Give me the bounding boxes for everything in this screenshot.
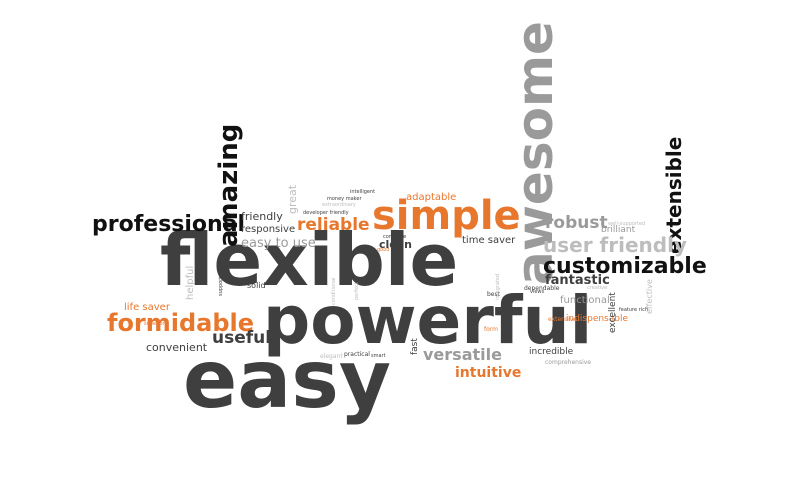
- word-easy: easy: [183, 333, 392, 426]
- word-easy-to-use: easy to use: [241, 236, 316, 251]
- word-elegant: elegant: [320, 353, 343, 360]
- word-intuitive: intuitive: [455, 365, 522, 381]
- word-friendly: friendly: [241, 210, 283, 223]
- word-perfect: perfect: [354, 282, 360, 300]
- word-helpful: helpful: [185, 265, 196, 300]
- word-robust: robust: [545, 213, 608, 233]
- word-incredible: incredible: [529, 347, 574, 357]
- word-fantastic: fantastic: [545, 273, 610, 288]
- word-reliable: reliable: [297, 215, 370, 235]
- word-developer-friendly: developer friendly: [303, 210, 349, 216]
- word-smart: smart: [371, 353, 386, 359]
- word-extraordinary: extraordinary: [322, 202, 356, 208]
- word-powerful: powerful: [263, 282, 593, 359]
- word-views: views: [530, 289, 545, 295]
- word-responsive: responsive: [241, 224, 296, 235]
- word-simple: simple: [372, 193, 521, 239]
- word-complete: complete: [383, 234, 407, 240]
- word-indispensable: indispensable: [566, 314, 629, 324]
- word-brilliant: brilliant: [601, 225, 636, 235]
- word-versatile: versatile: [423, 345, 502, 364]
- word-flexible: flexible: [160, 218, 459, 302]
- word-money-maker: money maker: [327, 196, 362, 202]
- word-dependable: dependable: [524, 285, 560, 292]
- word-formidable: formidable: [107, 309, 255, 337]
- word-intelligent: intelligent: [350, 189, 376, 195]
- word-great: great: [286, 184, 299, 214]
- word-form: form: [484, 326, 498, 333]
- word-support: support: [218, 276, 224, 296]
- word-excellent: excellent: [608, 292, 618, 333]
- word-practical: practical: [344, 351, 370, 358]
- word-user-friendly: user friendly: [543, 233, 687, 257]
- word-solid: solid: [247, 281, 266, 290]
- word-best: best: [487, 291, 500, 298]
- word-feature-rich: feature rich: [619, 307, 649, 313]
- word-adaptable: adaptable: [406, 192, 457, 203]
- word-integrated: integrated: [495, 273, 501, 300]
- word-professional: professional: [92, 212, 246, 237]
- word-functional: functional: [560, 295, 610, 306]
- word-comprehensive: comprehensive: [545, 359, 591, 366]
- word-useful: useful: [212, 328, 272, 348]
- word-fast: fast: [410, 338, 420, 355]
- word-time-saver: time saver: [462, 235, 516, 246]
- word-clean: clean: [379, 238, 413, 251]
- word-conditional: conditional: [331, 277, 337, 305]
- word-extensive: extensive: [548, 316, 578, 323]
- word-superior: superior: [144, 321, 165, 327]
- word-life-saver: life saver: [124, 302, 170, 313]
- word-good: good: [377, 247, 390, 253]
- word-customizable: customizable: [543, 254, 707, 279]
- word-well-supported: well-supported: [608, 221, 646, 227]
- word-creative: creative: [587, 285, 608, 291]
- word-convenient: convenient: [146, 341, 208, 354]
